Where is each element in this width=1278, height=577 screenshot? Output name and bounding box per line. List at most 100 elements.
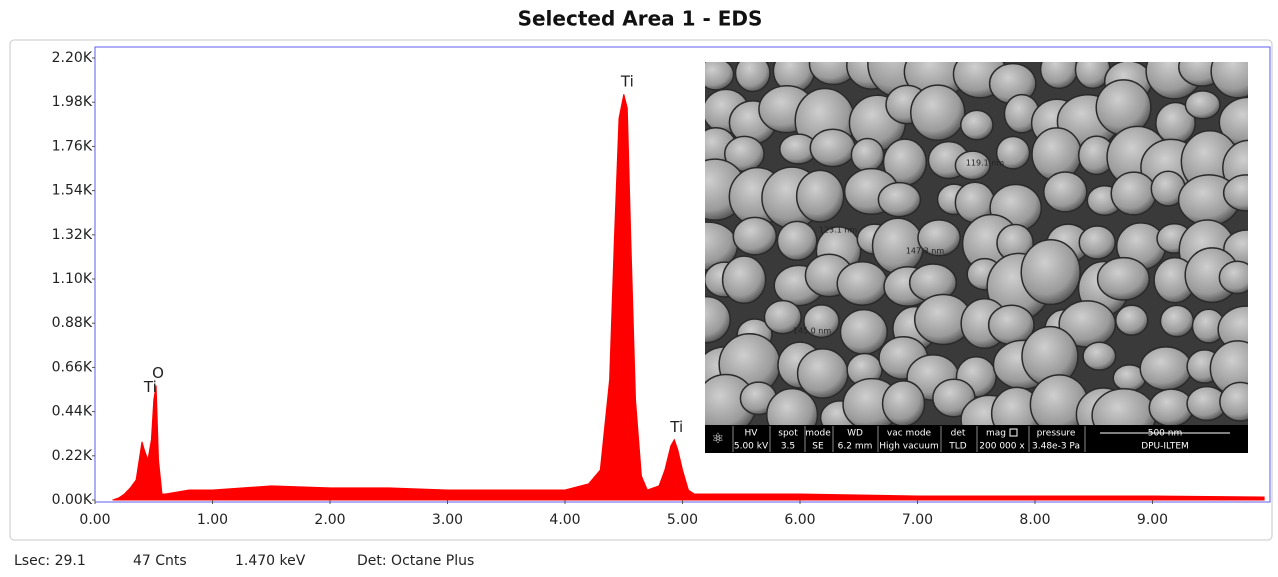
grain bbox=[1078, 225, 1116, 260]
sem-inset: 119.1 nm 123.1 nm 147.3 nm 145.0 nm ⚛ HV 5.00… bbox=[705, 62, 1248, 453]
grain bbox=[763, 299, 802, 335]
databar-value: SE bbox=[812, 442, 824, 452]
status-text: 1.470 keV bbox=[235, 553, 306, 569]
x-tick-label: 3.00 bbox=[432, 512, 463, 528]
x-tick-label: 0.00 bbox=[79, 512, 110, 528]
peak-label: Ti bbox=[143, 378, 157, 396]
grain bbox=[917, 219, 961, 257]
grain bbox=[766, 387, 819, 425]
y-tick-label: 1.32K bbox=[52, 227, 93, 243]
grain bbox=[1222, 174, 1248, 212]
databar-label: mode bbox=[805, 429, 831, 439]
databar-label: spot bbox=[778, 429, 798, 439]
x-tick-label: 4.00 bbox=[549, 512, 580, 528]
status-text: 47 Cnts bbox=[133, 553, 187, 569]
databar-value: 5.00 kV bbox=[734, 442, 769, 452]
grain bbox=[1210, 62, 1248, 99]
grain bbox=[776, 220, 818, 262]
grain bbox=[809, 128, 856, 168]
databar-label: 500 nm bbox=[1148, 429, 1183, 439]
y-tick-label: 0.22K bbox=[52, 448, 93, 464]
databar-value: 6.2 mm bbox=[838, 442, 873, 452]
measurement: 119.1 nm bbox=[966, 159, 1005, 168]
y-tick-label: 2.20K bbox=[52, 50, 93, 66]
measurement: 123.1 nm bbox=[819, 226, 858, 235]
y-tick-label: 1.10K bbox=[52, 271, 93, 287]
icon: ⚛ bbox=[712, 431, 725, 447]
grain bbox=[1082, 341, 1117, 371]
grain bbox=[910, 84, 966, 141]
grain bbox=[881, 380, 926, 425]
peak-label: O bbox=[152, 364, 164, 382]
grain bbox=[1159, 304, 1195, 338]
grain bbox=[850, 137, 885, 173]
grain bbox=[1110, 171, 1157, 216]
databar-label: vac mode bbox=[887, 429, 932, 439]
x-tick-label: 8.00 bbox=[1019, 512, 1050, 528]
spectrum bbox=[112, 94, 1265, 501]
grain bbox=[1031, 127, 1083, 182]
marks: 0.00K 0.22K 0.44K 0.66K 0.88K 1.10K 1.32K 1.54K… bbox=[52, 50, 1265, 528]
databar-value: 3.5 bbox=[781, 442, 795, 452]
footer: Lsec: 29.1 47 Cnts 1.470 keV Det: Octane Pl… bbox=[14, 553, 474, 569]
grain bbox=[732, 216, 778, 256]
databar-value: DPU-ILTEM bbox=[1141, 442, 1189, 452]
grain bbox=[877, 181, 922, 218]
measurement: 147.3 nm bbox=[906, 247, 945, 256]
grain bbox=[1148, 388, 1195, 425]
status-text: Lsec: 29.1 bbox=[14, 553, 86, 569]
grain bbox=[1184, 90, 1221, 120]
databar-label: pressure bbox=[1037, 429, 1076, 439]
grain bbox=[795, 169, 845, 223]
x-tick-label: 9.00 bbox=[1137, 512, 1168, 528]
grain bbox=[796, 348, 849, 399]
chart-title: Selected Area 1 - EDS bbox=[518, 7, 763, 31]
grain bbox=[1020, 238, 1081, 306]
databar-label: HV bbox=[745, 429, 759, 439]
databar-label: mag bbox=[986, 429, 1006, 439]
y-tick-label: 0.88K bbox=[52, 315, 93, 331]
grain bbox=[705, 62, 735, 91]
grain bbox=[995, 135, 1031, 170]
x-tick-label: 1.00 bbox=[197, 512, 228, 528]
measurement: 145.0 nm bbox=[793, 327, 832, 336]
grain bbox=[734, 62, 771, 93]
peak-label: Ti bbox=[669, 418, 683, 436]
grain bbox=[1219, 381, 1248, 422]
grain bbox=[721, 255, 767, 305]
x-tick-label: 5.00 bbox=[667, 512, 698, 528]
y-tick-label: 1.98K bbox=[52, 94, 93, 110]
grain bbox=[1139, 346, 1193, 391]
grain bbox=[1096, 256, 1151, 301]
mag-box bbox=[1009, 428, 1018, 437]
grain bbox=[839, 308, 888, 356]
grain bbox=[836, 261, 889, 306]
x-tick-label: 2.00 bbox=[314, 512, 345, 528]
grain bbox=[954, 150, 991, 181]
peak-label: Ti bbox=[620, 73, 634, 91]
y-tick-label: 0.66K bbox=[52, 359, 93, 375]
databar-label: det bbox=[951, 429, 966, 439]
grains: 119.1 nm 123.1 nm 147.3 nm 145.0 nm bbox=[705, 62, 1248, 425]
databar-value: 200 000 x bbox=[979, 442, 1025, 452]
grain bbox=[803, 304, 840, 339]
databar-text: ⚛ HV 5.00 kV spot 3.5 mode SE WD 6.2 mm vac mode H… bbox=[712, 426, 1230, 452]
status-text: Det: Octane Plus bbox=[357, 553, 474, 569]
databar-label: WD bbox=[847, 429, 863, 439]
y-tick-label: 0.44K bbox=[52, 404, 93, 420]
x-tick-label: 7.00 bbox=[902, 512, 933, 528]
databar-value: High vacuum bbox=[879, 442, 939, 452]
grain bbox=[705, 295, 731, 344]
grain bbox=[1043, 171, 1088, 213]
x-tick-label: 6.00 bbox=[784, 512, 815, 528]
y-tick-label: 1.54K bbox=[52, 183, 93, 199]
grain bbox=[960, 109, 994, 141]
y-tick-label: 1.76K bbox=[52, 138, 93, 154]
y-tick-label: 0.00K bbox=[52, 492, 93, 508]
databar-value: 3.48e-3 Pa bbox=[1032, 442, 1080, 452]
databar-value: TLD bbox=[948, 442, 967, 452]
grain bbox=[1114, 304, 1149, 336]
grain bbox=[1218, 260, 1248, 295]
